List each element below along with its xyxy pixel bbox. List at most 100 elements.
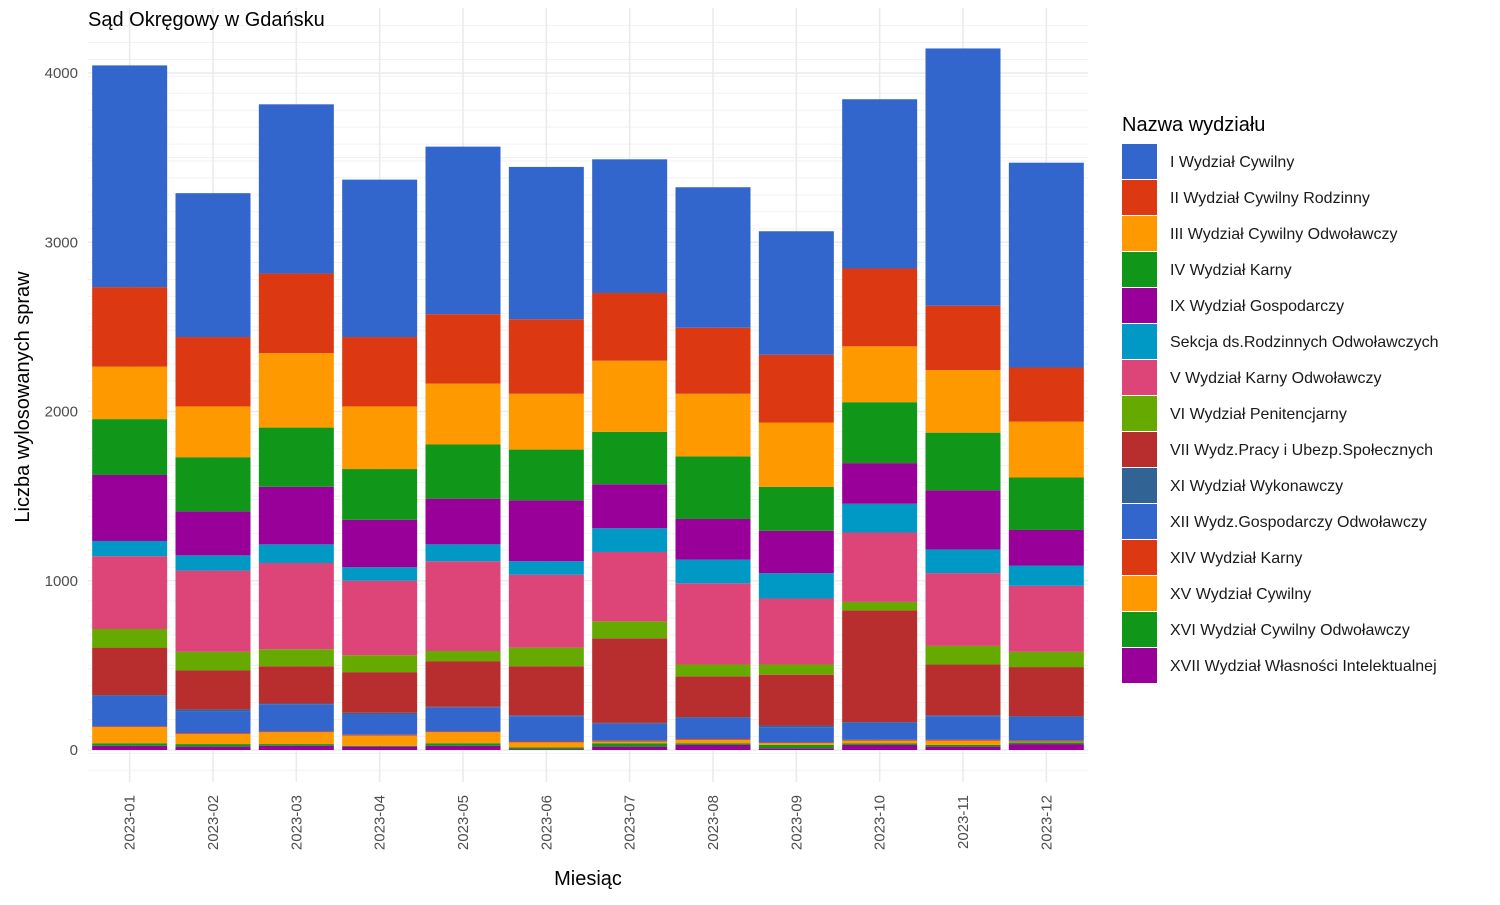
- bar-segment: [258, 703, 334, 705]
- legend-label: V Wydział Karny Odwoławczy: [1170, 370, 1381, 387]
- bar-segment: [1008, 742, 1084, 745]
- bar-segment: [175, 670, 251, 710]
- bar-segment: [675, 559, 751, 584]
- bar-segment: [758, 486, 834, 531]
- x-tick-label: 2023-01: [122, 795, 139, 850]
- bar-segment: [592, 621, 668, 639]
- bar-segment: [508, 666, 584, 716]
- bar-segment: [92, 743, 168, 746]
- bar-segment: [92, 540, 168, 557]
- legend-label: II Wydział Cywilny Rodzinny: [1170, 190, 1370, 207]
- bar-segment: [675, 739, 751, 744]
- y-tick-label: 3000: [45, 234, 78, 251]
- bar-segment: [342, 655, 418, 673]
- bar-segment: [842, 722, 918, 740]
- bar-segment: [425, 706, 501, 708]
- bar-segment: [842, 740, 918, 744]
- legend-label: XV Wydział Cywilny: [1170, 586, 1311, 603]
- bar-segment: [508, 749, 584, 750]
- legend-swatch: [1122, 360, 1157, 395]
- bar-segment: [758, 727, 834, 743]
- bar-segment: [92, 727, 168, 744]
- x-tick-label: 2023-05: [455, 795, 472, 850]
- legend-label: VI Wydział Penitencjarny: [1170, 406, 1347, 423]
- bar-segment: [342, 469, 418, 520]
- bar-segment: [925, 664, 1001, 716]
- bar-segment: [92, 726, 168, 728]
- bar-segment: [175, 555, 251, 571]
- bar-segment: [758, 354, 834, 423]
- bar-segment: [592, 746, 668, 750]
- bar-segment: [758, 231, 834, 355]
- bar-segment: [842, 739, 918, 741]
- legend-label: IV Wydział Karny: [1170, 262, 1292, 279]
- legend-label: XIV Wydział Karny: [1170, 550, 1302, 567]
- bar-segment: [925, 305, 1001, 371]
- bar-segment: [175, 709, 251, 712]
- bar-segment: [758, 744, 834, 749]
- bar-segment: [425, 732, 501, 744]
- legend-label: IX Wydział Gospodarczy: [1170, 298, 1344, 315]
- bar-segment: [925, 716, 1001, 740]
- bar-segment: [592, 528, 668, 552]
- bar-segment: [258, 427, 334, 487]
- legend-label: Sekcja ds.Rodzinnych Odwoławczych: [1170, 334, 1439, 351]
- bar-segment: [508, 449, 584, 501]
- bar-segment: [592, 431, 668, 485]
- bar-segment: [258, 731, 334, 733]
- bar-segment: [842, 463, 918, 504]
- legend-swatch: [1122, 540, 1157, 575]
- bar-segment: [842, 402, 918, 464]
- legend: Nazwa wydziału I Wydział Cywilny II Wydzi…: [1122, 114, 1439, 683]
- bar-segment: [1008, 529, 1084, 566]
- bar-segment: [925, 490, 1001, 550]
- bar-segment: [342, 179, 418, 338]
- bar-segment: [758, 664, 834, 675]
- bar-segment: [842, 346, 918, 403]
- bar-segment: [258, 273, 334, 354]
- bar-segment: [342, 580, 418, 656]
- bar-segment: [758, 725, 834, 728]
- legend-label: I Wydział Cywilny: [1170, 154, 1294, 171]
- bar-segment: [175, 733, 251, 745]
- bar-segment: [925, 432, 1001, 491]
- bar-segment: [842, 610, 918, 723]
- legend-swatch: [1122, 252, 1157, 287]
- bar-segment: [758, 422, 834, 487]
- bar-segment: [675, 393, 751, 457]
- bar-segment: [258, 732, 334, 745]
- x-tick-label: 2023-02: [205, 795, 222, 850]
- legend-swatch: [1122, 612, 1157, 647]
- bar-segment: [258, 104, 334, 274]
- bar-segment: [92, 287, 168, 367]
- bar-segment: [258, 544, 334, 563]
- legend-swatch: [1122, 144, 1157, 179]
- bar-segment: [342, 519, 418, 568]
- bar-segment: [592, 484, 668, 529]
- bar-segment: [758, 573, 834, 599]
- bar-segment: [175, 337, 251, 407]
- bar-segment: [425, 661, 501, 707]
- x-tick-label: 2023-08: [705, 795, 722, 850]
- bar-segment: [258, 704, 334, 732]
- bar-segment: [258, 562, 334, 650]
- bar-segment: [92, 366, 168, 420]
- bar-segment: [675, 583, 751, 665]
- bar-segment: [425, 314, 501, 384]
- x-tick-label: 2023-03: [288, 795, 305, 850]
- bar-segment: [175, 193, 251, 338]
- bar-segment: [508, 393, 584, 450]
- bar-segment: [758, 530, 834, 574]
- bar-segment: [1008, 477, 1084, 530]
- bar-segment: [675, 717, 751, 739]
- y-axis: 0 1000 2000 3000 4000: [45, 65, 78, 759]
- bar-segment: [675, 744, 751, 750]
- bar-segment: [175, 511, 251, 556]
- bar-segment: [925, 573, 1001, 646]
- bar-segment: [425, 383, 501, 445]
- bar-segment: [675, 676, 751, 717]
- bar-segment: [925, 645, 1001, 665]
- bar-segment: [342, 735, 418, 746]
- legend-items: I Wydział Cywilny II Wydział Cywilny Rodz…: [1122, 144, 1439, 683]
- bar-segment: [925, 715, 1001, 717]
